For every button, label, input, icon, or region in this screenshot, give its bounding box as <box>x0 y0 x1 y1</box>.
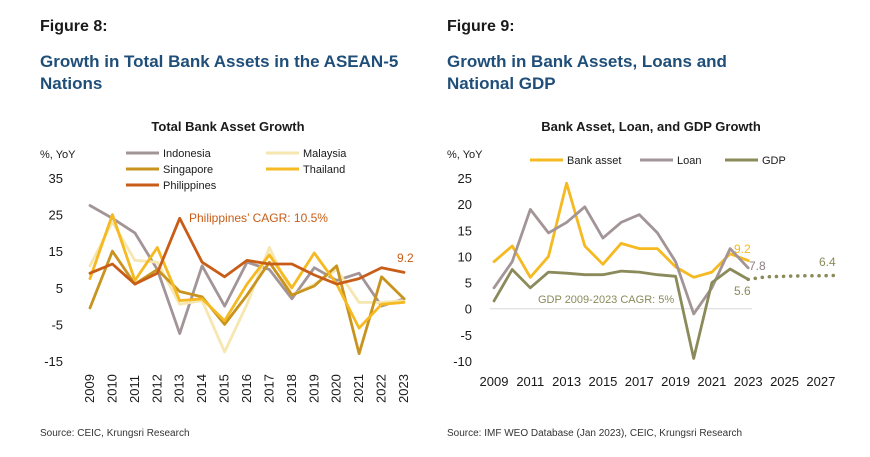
chart2-x-tick-label: 2027 <box>806 374 835 389</box>
chart1-x-tick-label: 2020 <box>329 374 344 403</box>
chart1-x-tick-label: 2019 <box>306 374 321 403</box>
chart2-x-tick-label: 2021 <box>697 374 726 389</box>
chart1-title: Total Bank Asset Growth <box>151 119 304 134</box>
chart1-legend-label: Singapore <box>163 164 213 176</box>
chart1-x-tick-label: 2015 <box>217 374 232 403</box>
chart1-series-line <box>88 220 406 354</box>
chart1-y-tick-label: 5 <box>56 281 63 296</box>
chart2-cagr-annotation: GDP 2009-2023 CAGR: 5% <box>538 294 674 306</box>
chart1-x-tick-label: 2021 <box>351 374 366 403</box>
chart1-x-tick-label: 2016 <box>239 374 254 403</box>
figure-8-title: Growth in Total Bank Assets in the ASEAN… <box>40 51 398 95</box>
chart2-series-line <box>492 267 750 360</box>
chart1-x-tick-label: 2023 <box>396 374 411 403</box>
chart2-legend-label: GDP <box>762 155 786 167</box>
chart2-series-line <box>492 205 750 316</box>
chart2-y-tick-label: 5 <box>465 276 472 291</box>
chart2-x-tick-label: 2009 <box>480 374 509 389</box>
chart1-y-tick-label: 15 <box>49 244 63 259</box>
chart1-x-tick-label: 2012 <box>149 374 164 403</box>
chart1-legend-label: Malaysia <box>303 148 347 160</box>
chart2-x-tick-label: 2019 <box>661 374 690 389</box>
figure-9-source: Source: IMF WEO Database (Jan 2023), CEI… <box>447 428 743 439</box>
chart2-y-tick-label: -5 <box>460 328 472 343</box>
chart2-x-tick-label: 2015 <box>588 374 617 389</box>
chart1-legend-label: Thailand <box>303 164 345 176</box>
chart1-x-tick-label: 2009 <box>82 374 97 403</box>
chart1-series-line <box>88 213 406 330</box>
chart1-x-tick-label: 2018 <box>284 374 299 403</box>
chart2-x-tick-label: 2011 <box>516 374 544 389</box>
chart2-y-tick-label: 15 <box>458 223 472 238</box>
chart1-legend-label: Philippines <box>163 180 217 192</box>
chart2-x-tick-label: 2013 <box>552 374 581 389</box>
figure-8-title-line1: Growth in Total Bank Assets in the ASEAN… <box>40 52 399 71</box>
figure-9-title-line2: National GDP <box>447 74 556 93</box>
chart2-y-tick-label: 25 <box>458 171 472 186</box>
chart2-x-tick-label: 2017 <box>625 374 654 389</box>
chart2-y-axis-label: %, YoY <box>447 149 483 161</box>
chart2-series-line <box>492 181 750 279</box>
chart1-y-axis-label: %, YoY <box>40 149 76 161</box>
chart1-x-tick-label: 2010 <box>104 374 119 403</box>
chart2-gdp-end-label: 5.6 <box>734 284 751 298</box>
chart2-bank-asset-end-label: 9.2 <box>734 242 751 256</box>
chart2-y-tick-label: 0 <box>465 302 472 317</box>
chart2-x-tick-label: 2025 <box>770 374 799 389</box>
chart2-y-tick-label: -10 <box>453 354 472 369</box>
chart1-x-tick-label: 2013 <box>172 374 187 403</box>
chart2-title: Bank Asset, Loan, and GDP Growth <box>541 119 761 134</box>
chart1-y-tick-label: 25 <box>49 208 63 223</box>
chart2-y-tick-label: 10 <box>458 249 472 264</box>
chart1-series-line <box>88 204 406 336</box>
chart2-forecast-dotted-line <box>746 273 841 282</box>
chart1-x-tick-label: 2017 <box>261 374 276 403</box>
chart2-gdp-forecast-label: 6.4 <box>819 255 836 269</box>
figure-8-label: Figure 8: <box>40 18 108 35</box>
chart2-y-tick-label: 20 <box>458 197 472 212</box>
figure-8-source: Source: CEIC, Krungsri Research <box>40 428 190 439</box>
figure-9-title-line1: Growth in Bank Assets, Loans and <box>447 52 727 71</box>
figure-9-title: Growth in Bank Assets, Loans and Nationa… <box>447 51 727 95</box>
figure-8-title-line2: Nations <box>40 74 103 93</box>
chart2-loan-end-label: 7.8 <box>749 259 766 273</box>
chart1-x-tick-label: 2022 <box>374 374 389 403</box>
chart1-series-line <box>88 216 406 286</box>
figure-9-label: Figure 9: <box>447 18 515 35</box>
chart1-x-tick-label: 2014 <box>194 374 209 403</box>
chart2-x-tick-label: 2023 <box>734 374 763 389</box>
chart1-y-tick-label: -15 <box>44 354 63 369</box>
chart1-y-tick-label: -5 <box>51 317 63 332</box>
chart1-cagr-annotation: Philippines’ CAGR: 10.5% <box>189 211 328 225</box>
chart1-end-value-label: 9.2 <box>397 251 414 265</box>
chart2-legend-label: Bank asset <box>567 155 621 167</box>
chart1-x-tick-label: 2011 <box>127 375 142 403</box>
chart1-legend-label: Indonesia <box>163 148 212 160</box>
chart1-y-tick-label: 35 <box>49 171 63 186</box>
chart2-legend-label: Loan <box>677 155 701 167</box>
